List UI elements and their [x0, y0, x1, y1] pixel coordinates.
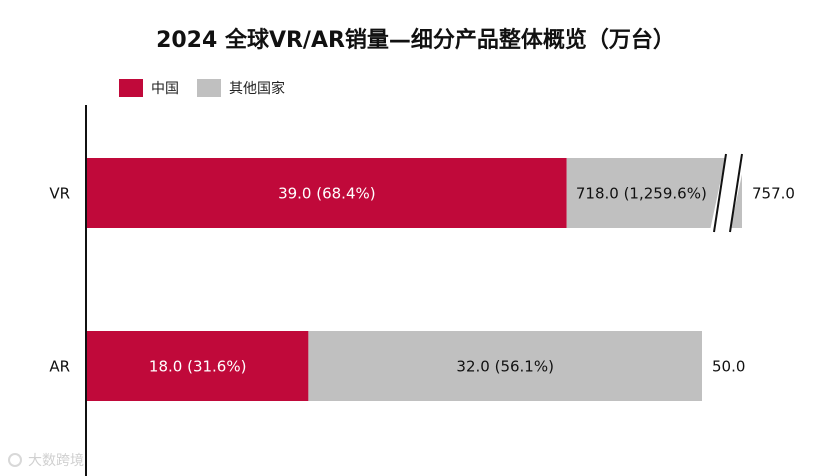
legend-item-china: 中国: [119, 78, 179, 98]
chart-title: 2024 全球VR/AR销量—细分产品整体概览（万台）: [156, 28, 675, 53]
data-label-china-ar: 18.0 (31.6%): [149, 358, 247, 376]
bar-other-ar: [308, 331, 702, 401]
axis-break-mark-right: [729, 153, 743, 233]
data-label-china-vr: 39.0 (68.4%): [278, 185, 376, 203]
legend-label-other: 其他国家: [229, 81, 285, 97]
legend-swatch-china: [119, 79, 143, 97]
legend-swatch-other: [197, 79, 221, 97]
bar-china-vr: [87, 158, 567, 228]
legend: 中国 其他国家: [119, 78, 303, 98]
watermark: 大数跨境: [8, 450, 84, 470]
axis-break-mark-left: [713, 153, 727, 233]
watermark-text: 大数跨境: [28, 453, 84, 469]
data-label-other-ar: 32.0 (56.1%): [456, 358, 554, 376]
bar-china-ar: [87, 331, 309, 401]
bar-other-vr: [566, 158, 742, 228]
watermark-logo-icon: [8, 453, 22, 467]
legend-item-other: 其他国家: [197, 78, 285, 98]
bars-group: VR 39.0 (68.4%) 718.0 (1,259.6%) 757.0 AR 18.…: [49, 153, 795, 401]
total-label-ar: 50.0: [712, 358, 745, 376]
category-label-vr: VR: [49, 185, 70, 203]
total-label-vr: 757.0: [752, 185, 795, 203]
data-label-other-vr: 718.0 (1,259.6%): [576, 185, 707, 203]
legend-label-china: 中国: [151, 81, 179, 97]
axis-break-gap: [709, 154, 747, 232]
category-label-ar: AR: [49, 358, 70, 376]
